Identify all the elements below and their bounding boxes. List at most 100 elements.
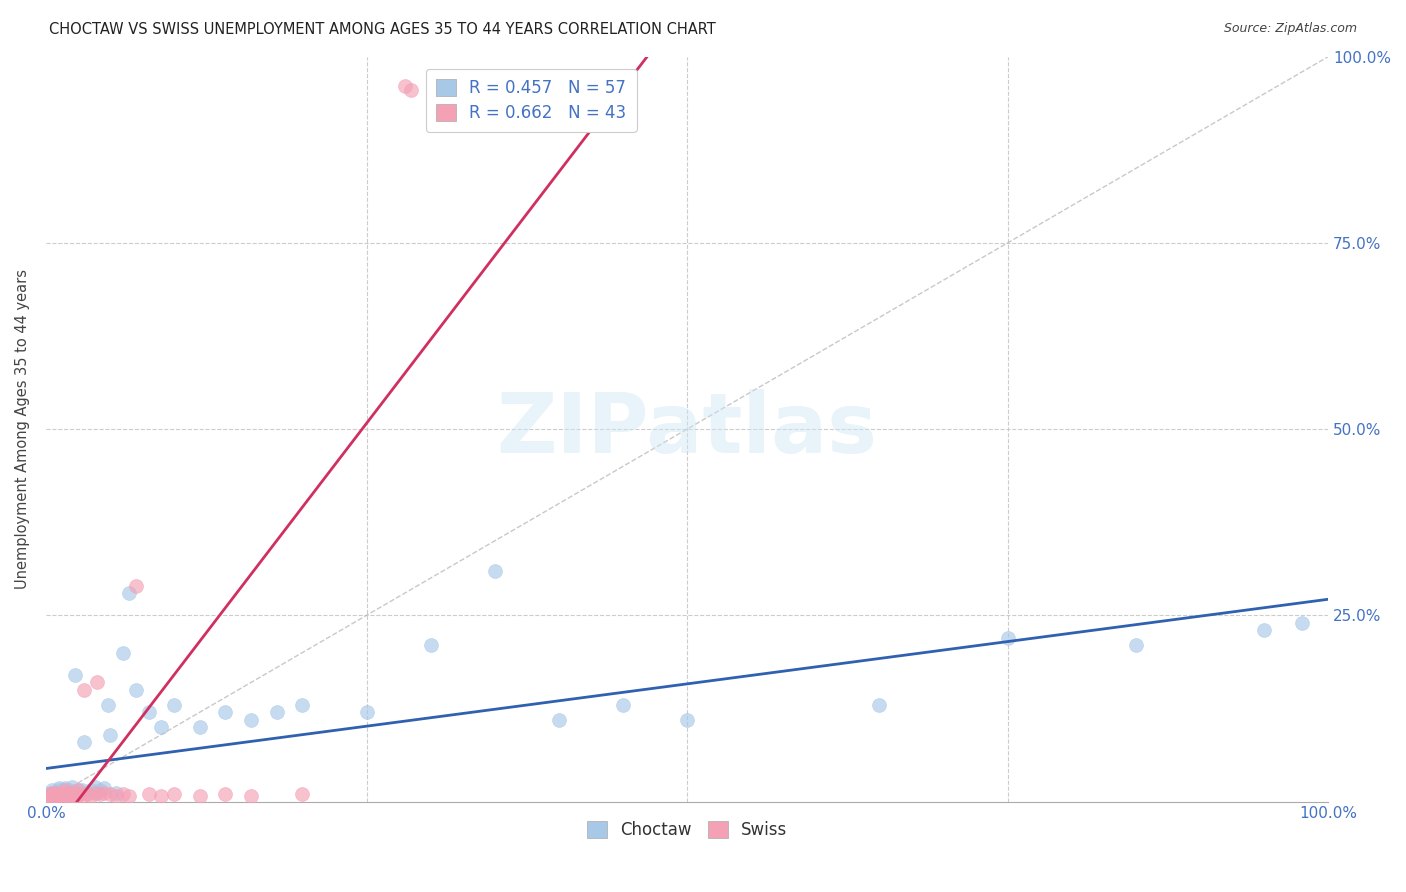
Text: Source: ZipAtlas.com: Source: ZipAtlas.com bbox=[1223, 22, 1357, 36]
Point bbox=[39, 786, 62, 800]
Point bbox=[48, 781, 70, 796]
Point bbox=[42, 787, 65, 801]
Point bbox=[63, 786, 86, 800]
Point bbox=[45, 786, 67, 800]
Point bbox=[48, 787, 70, 801]
Point bbox=[58, 783, 80, 797]
Point bbox=[214, 705, 236, 719]
Point bbox=[86, 675, 108, 690]
Point bbox=[44, 789, 66, 803]
Point bbox=[41, 786, 63, 800]
Point bbox=[138, 705, 160, 719]
Point bbox=[70, 789, 93, 803]
Point bbox=[49, 787, 72, 801]
Point bbox=[46, 783, 69, 797]
Point bbox=[56, 786, 79, 800]
Point bbox=[53, 781, 76, 796]
Point bbox=[150, 720, 173, 734]
Point bbox=[997, 631, 1019, 645]
Point bbox=[240, 713, 263, 727]
Point bbox=[46, 789, 69, 803]
Point bbox=[188, 720, 211, 734]
Point bbox=[80, 783, 103, 797]
Point bbox=[67, 787, 90, 801]
Point bbox=[93, 786, 115, 800]
Point bbox=[38, 787, 60, 801]
Point bbox=[394, 79, 416, 94]
Point bbox=[163, 787, 186, 801]
Point bbox=[1125, 638, 1147, 652]
Point bbox=[89, 783, 111, 797]
Text: ZIPatlas: ZIPatlas bbox=[496, 389, 877, 469]
Point bbox=[163, 698, 186, 712]
Point bbox=[125, 682, 148, 697]
Point bbox=[65, 668, 87, 682]
Point bbox=[58, 786, 80, 800]
Point bbox=[419, 638, 441, 652]
Point bbox=[70, 783, 93, 797]
Point bbox=[676, 713, 699, 727]
Point bbox=[1291, 615, 1313, 630]
Point bbox=[266, 705, 288, 719]
Point bbox=[38, 789, 60, 803]
Point bbox=[52, 787, 75, 801]
Point bbox=[76, 786, 98, 800]
Point bbox=[547, 713, 569, 727]
Point bbox=[51, 786, 73, 800]
Point bbox=[63, 786, 86, 800]
Point bbox=[80, 789, 103, 803]
Point bbox=[125, 578, 148, 592]
Point bbox=[55, 787, 77, 801]
Point bbox=[89, 787, 111, 801]
Point bbox=[118, 586, 141, 600]
Point bbox=[76, 787, 98, 801]
Point bbox=[52, 783, 75, 797]
Point bbox=[98, 787, 121, 801]
Point bbox=[291, 698, 314, 712]
Point bbox=[51, 787, 73, 801]
Y-axis label: Unemployment Among Ages 35 to 44 years: Unemployment Among Ages 35 to 44 years bbox=[15, 269, 30, 589]
Point bbox=[60, 787, 83, 801]
Point bbox=[118, 789, 141, 803]
Point bbox=[59, 789, 82, 803]
Point bbox=[73, 735, 96, 749]
Point bbox=[93, 781, 115, 796]
Point bbox=[111, 646, 134, 660]
Point bbox=[52, 789, 75, 803]
Point bbox=[53, 783, 76, 797]
Point bbox=[67, 787, 90, 801]
Point bbox=[83, 780, 105, 794]
Point bbox=[96, 698, 118, 712]
Point bbox=[138, 787, 160, 801]
Point bbox=[66, 789, 89, 803]
Point bbox=[83, 786, 105, 800]
Point bbox=[44, 787, 66, 801]
Point bbox=[111, 787, 134, 801]
Point bbox=[45, 786, 67, 800]
Point bbox=[188, 789, 211, 803]
Point bbox=[86, 786, 108, 800]
Point bbox=[41, 783, 63, 797]
Point bbox=[42, 789, 65, 803]
Text: CHOCTAW VS SWISS UNEMPLOYMENT AMONG AGES 35 TO 44 YEARS CORRELATION CHART: CHOCTAW VS SWISS UNEMPLOYMENT AMONG AGES… bbox=[49, 22, 716, 37]
Point bbox=[105, 786, 128, 800]
Point bbox=[66, 783, 89, 797]
Point bbox=[291, 787, 314, 801]
Point bbox=[612, 698, 634, 712]
Point bbox=[105, 789, 128, 803]
Point bbox=[401, 83, 423, 97]
Point bbox=[356, 705, 378, 719]
Point bbox=[484, 564, 506, 578]
Point bbox=[38, 789, 60, 803]
Point bbox=[60, 780, 83, 794]
Point bbox=[73, 682, 96, 697]
Point bbox=[55, 787, 77, 801]
Point bbox=[39, 789, 62, 803]
Point bbox=[98, 727, 121, 741]
Point bbox=[66, 783, 89, 797]
Point bbox=[38, 787, 60, 801]
Point bbox=[56, 789, 79, 803]
Legend: Choctaw, Swiss: Choctaw, Swiss bbox=[579, 814, 794, 846]
Point bbox=[214, 787, 236, 801]
Point bbox=[1253, 624, 1275, 638]
